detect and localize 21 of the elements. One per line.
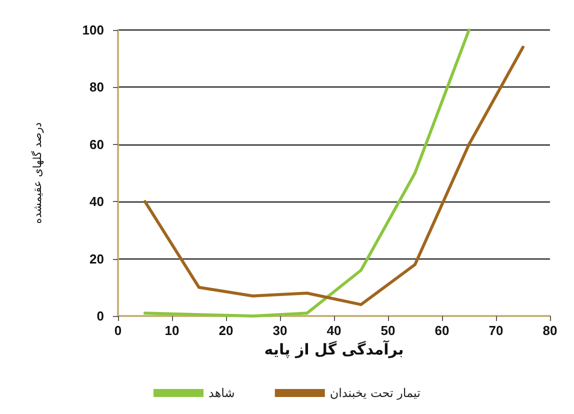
x-tick-label: 0 [114, 323, 122, 338]
y-tick-label: 0 [96, 308, 104, 324]
legend-label: شاهد [208, 386, 235, 400]
y-tick-label: 40 [90, 194, 104, 210]
x-tick-label: 10 [164, 323, 180, 338]
legend-label: تیمار تحت یخبندان [330, 386, 420, 400]
y-axis-title: درصد گلهای عقیمشده [31, 122, 44, 224]
x-tick-label: 60 [434, 323, 450, 338]
x-tick-label: 40 [326, 323, 342, 338]
x-tick-label: 30 [272, 323, 288, 338]
line-series [144, 46, 524, 306]
y-tick-label: 100 [82, 22, 104, 38]
x-tick-label: 70 [488, 323, 504, 338]
x-tick-label: 20 [218, 323, 234, 338]
x-axis-title: برآمدگی گل از پایه [264, 340, 404, 358]
x-tick-label: 80 [542, 323, 558, 338]
x-tick-label: 50 [380, 323, 396, 338]
y-tick-label: 20 [90, 251, 104, 266]
line-series [144, 28, 470, 318]
y-tick-label: 60 [90, 136, 104, 152]
y-tick-label: 80 [90, 80, 104, 95]
